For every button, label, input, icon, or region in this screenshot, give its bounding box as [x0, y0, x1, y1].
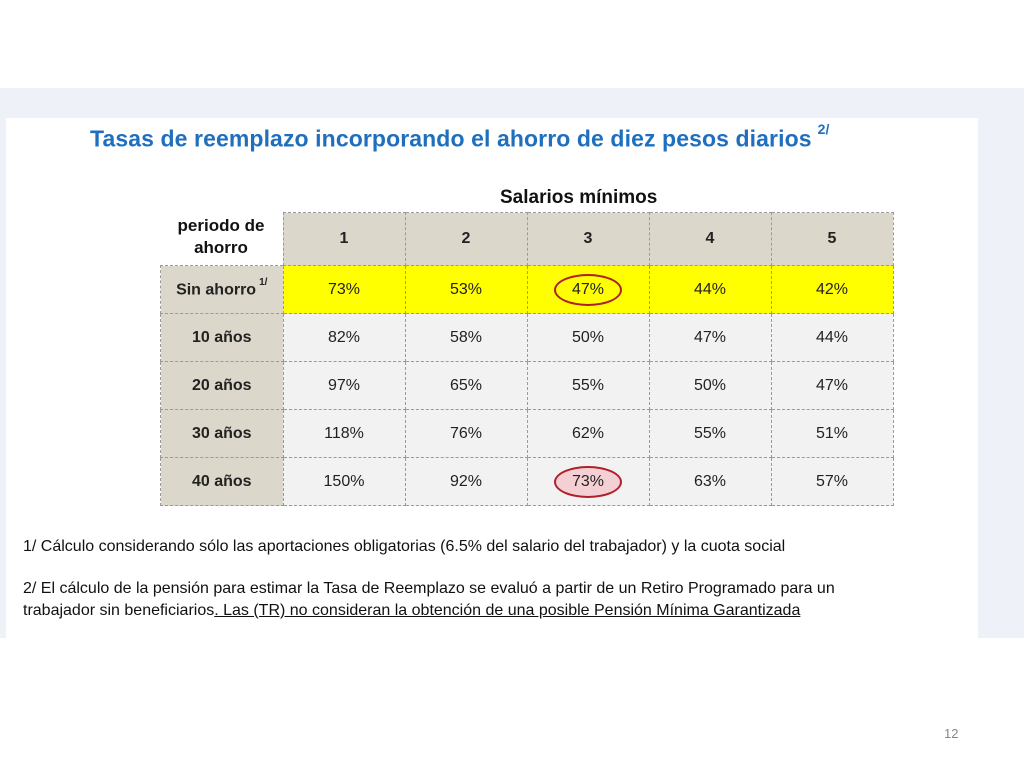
- table-cell: 47%: [648, 313, 772, 362]
- table-cell: 73%: [526, 457, 650, 506]
- table-row-20-anos: 20 años 97% 65% 55% 50% 47%: [160, 361, 894, 410]
- table-cell: 55%: [648, 409, 772, 458]
- table-cell: 118%: [282, 409, 406, 458]
- footnote-1: 1/ Cálculo considerando sólo las aportac…: [23, 538, 786, 555]
- table-cell: 58%: [404, 313, 528, 362]
- row-label-20-anos: 20 años: [160, 361, 284, 410]
- table-cell: 44%: [648, 265, 772, 314]
- replacement-rate-table: 1 2 3 4 5 Sin ahorro 1/ 73% 53% 47% 44% 4…: [160, 212, 894, 506]
- table-row-30-anos: 30 años 118% 76% 62% 55% 51%: [160, 409, 894, 458]
- footnote-2-underlined-text: . Las (TR) no consideran la obtención de…: [214, 602, 801, 619]
- column-header-1: 1: [282, 212, 406, 266]
- table-cell: 76%: [404, 409, 528, 458]
- title-footnote-mark: 2/: [817, 121, 830, 137]
- title-text: Tasas de reemplazo incorporando el ahorr…: [90, 125, 812, 152]
- table-row-40-anos: 40 años 150% 92% 73% 63% 57%: [160, 457, 894, 506]
- table-cell: 63%: [648, 457, 772, 506]
- page-number: 12: [944, 726, 959, 741]
- table-cell: 53%: [404, 265, 528, 314]
- table-cell: 92%: [404, 457, 528, 506]
- column-header-3: 3: [526, 212, 650, 266]
- table-cell: 42%: [770, 265, 894, 314]
- footnote-2-plain-text: trabajador sin beneficiarios: [23, 602, 215, 619]
- table-cell: 51%: [770, 409, 894, 458]
- row-label-10-anos: 10 años: [160, 313, 284, 362]
- row-label-text: Sin ahorro: [176, 281, 257, 299]
- table-row-10-anos: 10 años 82% 58% 50% 47% 44%: [160, 313, 894, 362]
- circled-cell-value: 73%: [553, 465, 623, 498]
- table-cell: 50%: [526, 313, 650, 362]
- row-label-sin-ahorro: Sin ahorro 1/: [160, 265, 284, 314]
- table-cell: 47%: [770, 361, 894, 410]
- table-cell: 97%: [282, 361, 406, 410]
- table-cell: 44%: [770, 313, 894, 362]
- column-group-label: Salarios mínimos: [500, 187, 658, 208]
- footnote-2-line-2: trabajador sin beneficiarios. Las (TR) n…: [23, 602, 800, 620]
- table-cell: 50%: [648, 361, 772, 410]
- table-cell: 62%: [526, 409, 650, 458]
- column-header-2: 2: [404, 212, 528, 266]
- table-cell: 73%: [282, 265, 406, 314]
- table-cell: 47%: [526, 265, 650, 314]
- table-cell: 55%: [526, 361, 650, 410]
- table-cell: 150%: [282, 457, 406, 506]
- circled-cell-value: 47%: [553, 273, 623, 306]
- table-cell: 65%: [404, 361, 528, 410]
- footnote-2-line-1: 2/ El cálculo de la pensión para estimar…: [23, 580, 835, 597]
- column-header-4: 4: [648, 212, 772, 266]
- row-footnote-mark: 1/: [259, 276, 268, 288]
- row-label-30-anos: 30 años: [160, 409, 284, 458]
- table-row-sin-ahorro: Sin ahorro 1/ 73% 53% 47% 44% 42%: [160, 265, 894, 314]
- row-label-40-anos: 40 años: [160, 457, 284, 506]
- table-cell: 57%: [770, 457, 894, 506]
- table-cell: 82%: [282, 313, 406, 362]
- header-row: 1 2 3 4 5: [161, 212, 894, 266]
- chart-title: Tasas de reemplazo incorporando el ahorr…: [90, 121, 830, 153]
- row-header-label: periodo de ahorro: [177, 216, 265, 257]
- column-header-5: 5: [770, 212, 894, 266]
